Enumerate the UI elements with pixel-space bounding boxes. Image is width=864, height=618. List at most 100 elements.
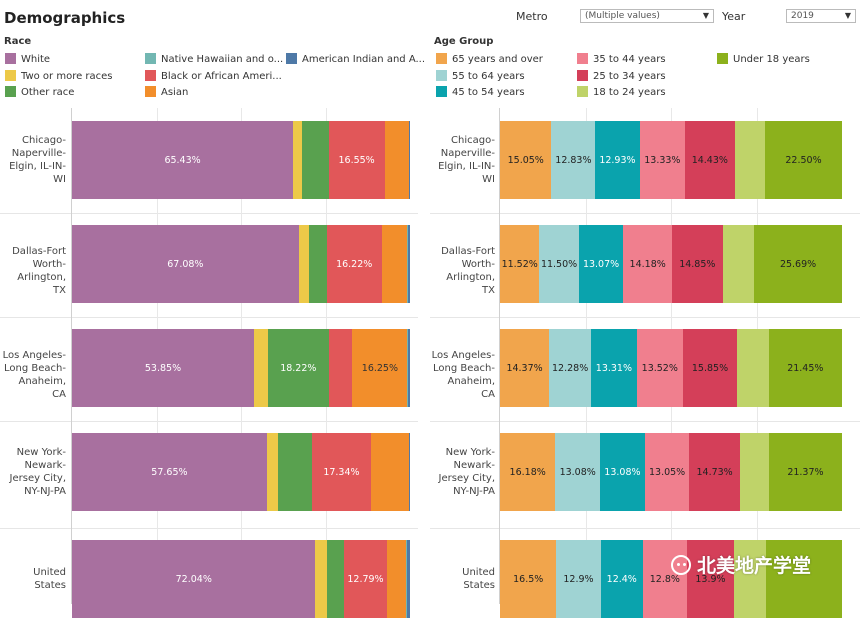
bar-segment[interactable]: [408, 329, 410, 407]
bar-segment[interactable]: [407, 225, 408, 303]
bar-segment[interactable]: [387, 540, 407, 618]
bar-segment[interactable]: [381, 225, 408, 303]
bar-segment[interactable]: [408, 121, 410, 199]
legend-item[interactable]: Two or more races: [5, 70, 113, 82]
legend-item[interactable]: Other race: [5, 86, 74, 98]
bar-segment[interactable]: 14.43%: [685, 121, 735, 199]
bar-segment[interactable]: 13.07%: [578, 225, 624, 303]
bar-segment[interactable]: [302, 121, 329, 199]
legend-label: 45 to 54 years: [452, 87, 525, 98]
bar-segment[interactable]: 12.79%: [343, 540, 388, 618]
bar-segment[interactable]: 12.28%: [549, 329, 592, 407]
bar-segment[interactable]: 16.25%: [352, 329, 408, 407]
bar-segment[interactable]: 67.08%: [72, 225, 299, 303]
legend-label: American Indian and A...: [302, 54, 426, 65]
bar-segment[interactable]: 15.85%: [682, 329, 738, 407]
metro-label-line: WI: [482, 174, 495, 185]
bar-segment[interactable]: 12.83%: [551, 121, 596, 199]
bar-segment[interactable]: [739, 433, 769, 511]
bar-segment[interactable]: [293, 121, 303, 199]
bar-segment[interactable]: 14.85%: [671, 225, 723, 303]
bar-segment[interactable]: [326, 540, 344, 618]
bar-segment[interactable]: 12.4%: [600, 540, 643, 618]
bar-segment[interactable]: 18.22%: [267, 329, 330, 407]
bar-segment[interactable]: [266, 433, 278, 511]
y-axis-line: [499, 108, 500, 604]
bar-segment[interactable]: [734, 121, 766, 199]
metro-label: New York- Newark- Jersey City, NY-NJ-PA: [431, 446, 495, 498]
bar-segment[interactable]: [329, 329, 353, 407]
bar-segment[interactable]: [408, 121, 410, 199]
bar-segment[interactable]: [254, 329, 268, 407]
bar-segment[interactable]: 13.05%: [644, 433, 690, 511]
bar-value-label: 16.18%: [509, 466, 546, 478]
legend-item[interactable]: Native Hawaiian and o...: [145, 53, 283, 65]
legend-item[interactable]: Black or African Ameri...: [145, 70, 282, 82]
legend-item[interactable]: 55 to 64 years: [436, 70, 525, 82]
metro-label-line: Dallas-Fort: [12, 245, 66, 257]
bar-segment[interactable]: 12.9%: [556, 540, 601, 618]
legend-item[interactable]: American Indian and A...: [286, 53, 425, 65]
legend-item[interactable]: Asian: [145, 86, 188, 98]
y-axis-line: [71, 108, 72, 604]
bar-segment[interactable]: [737, 329, 769, 407]
bar-segment[interactable]: [384, 121, 409, 199]
legend-item[interactable]: 65 years and over: [436, 53, 543, 65]
chevron-down-icon: ▼: [702, 11, 709, 20]
bar-segment[interactable]: 16.18%: [500, 433, 556, 511]
bar-segment[interactable]: 17.34%: [312, 433, 371, 511]
bar-segment[interactable]: 12.93%: [595, 121, 640, 199]
legend-item[interactable]: 18 to 24 years: [577, 86, 666, 98]
metro-filter-dropdown[interactable]: (Multiple values) ▼: [580, 9, 714, 23]
bar-segment[interactable]: 13.52%: [636, 329, 683, 407]
bar-segment[interactable]: 21.37%: [768, 433, 842, 511]
bar-segment[interactable]: [370, 433, 409, 511]
metro-label-line: Worth-: [32, 258, 66, 270]
bar-segment[interactable]: 13.08%: [555, 433, 601, 511]
legend-item[interactable]: 35 to 44 years: [577, 53, 666, 65]
bar-segment[interactable]: 11.52%: [500, 225, 540, 303]
bar-segment[interactable]: [298, 225, 309, 303]
bar-segment[interactable]: 15.05%: [500, 121, 552, 199]
bar-segment[interactable]: 16.5%: [500, 540, 557, 618]
bar-segment[interactable]: [278, 433, 313, 511]
bar-value-label: 16.22%: [336, 258, 373, 270]
legend-item[interactable]: Under 18 years: [717, 53, 810, 65]
bar-segment[interactable]: [406, 540, 410, 618]
bar-segment[interactable]: 14.18%: [623, 225, 672, 303]
bar-segment[interactable]: 13.33%: [639, 121, 686, 199]
year-filter-label: Year: [722, 10, 746, 23]
bar-segment[interactable]: [722, 225, 755, 303]
bar-segment[interactable]: 13.31%: [591, 329, 637, 407]
bar-segment[interactable]: 21.45%: [768, 329, 842, 407]
legend-swatch: [5, 86, 16, 97]
bar-segment[interactable]: 72.04%: [72, 540, 316, 618]
bar-segment[interactable]: 14.37%: [500, 329, 550, 407]
legend-item[interactable]: White: [5, 53, 50, 65]
bar-segment[interactable]: [408, 433, 410, 511]
legend-item[interactable]: 25 to 34 years: [577, 70, 666, 82]
bar-segment[interactable]: [407, 329, 409, 407]
metro-label-line: States: [34, 580, 66, 591]
bar-segment[interactable]: 57.65%: [72, 433, 267, 511]
metro-label-line: New York-: [16, 447, 66, 458]
metro-label-line: Jersey City,: [9, 473, 66, 484]
bar-segment[interactable]: 16.22%: [326, 225, 382, 303]
bar-segment[interactable]: 22.50%: [765, 121, 842, 199]
bar-segment[interactable]: 16.55%: [328, 121, 385, 199]
year-filter-dropdown[interactable]: 2019 ▼: [786, 9, 856, 23]
bar-segment[interactable]: 11.50%: [539, 225, 579, 303]
legend-item[interactable]: 45 to 54 years: [436, 86, 525, 98]
bar-segment[interactable]: 65.43%: [72, 121, 294, 199]
bar-value-label: 13.08%: [604, 466, 641, 478]
bar-segment[interactable]: [407, 225, 410, 303]
legend-swatch: [436, 70, 447, 81]
bar-segment[interactable]: 13.08%: [600, 433, 645, 511]
bar-segment[interactable]: [406, 540, 407, 618]
bar-segment[interactable]: [308, 225, 327, 303]
bar-segment[interactable]: [409, 433, 410, 511]
bar-segment[interactable]: 53.85%: [72, 329, 254, 407]
bar-segment[interactable]: [315, 540, 327, 618]
bar-segment[interactable]: 25.69%: [754, 225, 842, 303]
bar-segment[interactable]: 14.73%: [689, 433, 740, 511]
